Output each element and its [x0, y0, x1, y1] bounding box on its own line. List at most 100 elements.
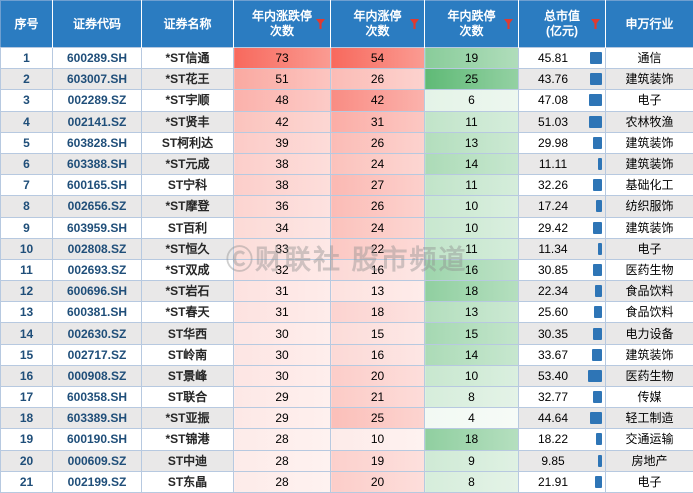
column-header-label: 证券名称	[163, 16, 212, 31]
index-cell: 10	[0, 237, 53, 260]
table-row: 14 002630.SZ ST华西 30 15 15 30.35 电力设备	[0, 322, 693, 345]
market-cap-bar	[597, 242, 602, 255]
sort-filter-icon[interactable]	[410, 19, 419, 29]
column-header-market-cap: 总市值 (亿元)	[518, 0, 606, 48]
industry-cell: 电子	[605, 237, 693, 260]
limit-down-cell: 13	[424, 301, 519, 324]
industry-cell: 食品饮料	[605, 301, 693, 324]
stock-code-cell: 002199.SZ	[52, 470, 142, 493]
industry-cell: 医药生物	[605, 364, 693, 388]
market-cap-cell: 25.60	[518, 301, 606, 324]
industry-cell: 轻工制造	[605, 407, 693, 430]
limit-down-cell: 11	[424, 110, 519, 133]
index-cell: 7	[0, 174, 53, 197]
industry-cell: 医药生物	[605, 258, 693, 282]
index-cell: 9	[0, 216, 53, 239]
stock-name-cell: ST东晶	[141, 470, 234, 493]
limit-up-cell: 16	[330, 343, 425, 366]
industry-cell: 纺织服饰	[605, 195, 693, 218]
table-row: 4 002141.SZ *ST贤丰 42 31 11 51.03 农林牧渔	[0, 110, 693, 133]
stock-name-cell: *ST贤丰	[141, 110, 234, 133]
limit-down-cell: 18	[424, 280, 519, 303]
table-row: 8 002656.SZ *ST摩登 36 26 10 17.24 纺织服饰	[0, 195, 693, 218]
stock-code-cell: 600190.SH	[52, 428, 142, 451]
column-header-stock-name: 证券名称	[141, 0, 234, 48]
limit-down-cell: 11	[424, 237, 519, 260]
market-cap-bar	[597, 158, 602, 171]
industry-cell: 农林牧渔	[605, 110, 693, 133]
stock-code-cell: 000908.SZ	[52, 364, 142, 388]
market-cap-bar	[592, 179, 602, 192]
limit-down-cell: 6	[424, 89, 519, 112]
index-cell: 8	[0, 195, 53, 218]
market-cap-value: 21.91	[537, 474, 569, 489]
stock-code-cell: 600289.SH	[52, 46, 142, 70]
limit-down-cell: 15	[424, 322, 519, 345]
market-cap-cell: 44.64	[518, 407, 606, 430]
market-cap-cell: 47.08	[518, 89, 606, 112]
market-cap-value: 25.60	[537, 305, 569, 320]
market-cap-cell: 29.42	[518, 216, 606, 239]
column-header-label: 证券代码	[72, 16, 121, 31]
stock-code-cell: 002693.SZ	[52, 258, 142, 282]
limit-total-cell: 38	[233, 174, 331, 197]
table-row: 10 002808.SZ *ST恒久 33 22 11 11.34 电子	[0, 237, 693, 260]
table-row: 19 600190.SH *ST锦港 28 10 18 18.22 交通运输	[0, 428, 693, 451]
market-cap-bar	[592, 391, 602, 404]
market-cap-value: 43.76	[537, 72, 569, 87]
stock-name-cell: ST柯利达	[141, 131, 234, 154]
limit-up-cell: 26	[330, 195, 425, 218]
index-cell: 5	[0, 131, 53, 154]
limit-total-cell: 31	[233, 280, 331, 303]
market-cap-bar	[593, 136, 602, 149]
limit-up-cell: 13	[330, 280, 425, 303]
stock-name-cell: ST联合	[141, 385, 234, 409]
stock-name-cell: ST华西	[141, 322, 234, 345]
table-row: 1 600289.SH *ST信通 73 54 19 45.81 通信	[0, 46, 693, 70]
column-header-label: 年内涨停 次数	[353, 9, 402, 38]
industry-cell: 电子	[605, 470, 693, 493]
stock-code-cell: 600165.SH	[52, 174, 142, 197]
industry-cell: 房地产	[605, 449, 693, 472]
column-header-label: 年内跌停 次数	[447, 9, 496, 38]
sort-filter-icon[interactable]	[591, 19, 600, 29]
market-cap-cell: 45.81	[518, 46, 606, 70]
table-row: 13 600381.SH *ST春天 31 18 13 25.60 食品饮料	[0, 301, 693, 324]
limit-total-cell: 29	[233, 385, 331, 409]
column-header-stock-code: 证券代码	[52, 0, 142, 48]
market-cap-cell: 32.26	[518, 174, 606, 197]
industry-cell: 基础化工	[605, 174, 693, 197]
limit-up-cell: 25	[330, 407, 425, 430]
stock-code-cell: 603007.SH	[52, 68, 142, 91]
market-cap-bar	[595, 433, 602, 446]
table-row: 5 603828.SH ST柯利达 39 26 13 29.98 建筑装饰	[0, 131, 693, 154]
limit-down-cell: 18	[424, 428, 519, 451]
sort-filter-icon[interactable]	[316, 19, 325, 29]
limit-total-cell: 28	[233, 470, 331, 493]
limit-down-cell: 14	[424, 343, 519, 366]
limit-down-cell: 9	[424, 449, 519, 472]
column-header-label: 年内涨跌停 次数	[251, 9, 312, 38]
limit-up-cell: 26	[330, 131, 425, 154]
industry-cell: 建筑装饰	[605, 343, 693, 366]
market-cap-value: 32.26	[537, 178, 569, 193]
table-row: 20 000609.SZ ST中迪 28 19 9 9.85 房地产	[0, 449, 693, 472]
market-cap-bar	[594, 306, 602, 319]
market-cap-bar	[595, 285, 602, 298]
column-header-limit-total: 年内涨跌停 次数	[233, 0, 331, 48]
industry-cell: 建筑装饰	[605, 68, 693, 91]
limit-total-cell: 48	[233, 89, 331, 112]
market-cap-cell: 51.03	[518, 110, 606, 133]
limit-up-cell: 20	[330, 470, 425, 493]
stock-name-cell: ST百利	[141, 216, 234, 239]
market-cap-cell: 17.24	[518, 195, 606, 218]
stock-name-cell: *ST宇顺	[141, 89, 234, 112]
market-cap-bar	[588, 115, 602, 128]
market-cap-cell: 32.77	[518, 385, 606, 409]
sort-filter-icon[interactable]	[504, 19, 513, 29]
market-cap-cell: 33.67	[518, 343, 606, 366]
market-cap-value: 45.81	[537, 51, 569, 66]
limit-up-cell: 20	[330, 364, 425, 388]
industry-cell: 建筑装饰	[605, 131, 693, 154]
